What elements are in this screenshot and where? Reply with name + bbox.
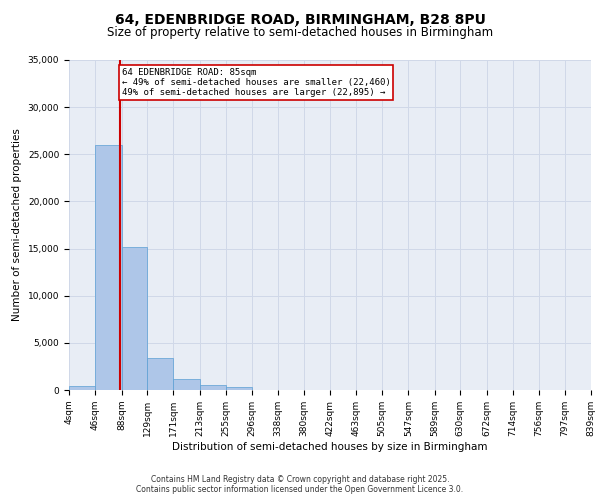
Text: 64, EDENBRIDGE ROAD, BIRMINGHAM, B28 8PU: 64, EDENBRIDGE ROAD, BIRMINGHAM, B28 8PU [115,12,485,26]
Bar [147,358,173,390]
Text: Size of property relative to semi-detached houses in Birmingham: Size of property relative to semi-detach… [107,26,493,39]
Bar [69,386,95,390]
Y-axis label: Number of semi-detached properties: Number of semi-detached properties [12,128,22,322]
Text: 64 EDENBRIDGE ROAD: 85sqm
← 49% of semi-detached houses are smaller (22,460)
49%: 64 EDENBRIDGE ROAD: 85sqm ← 49% of semi-… [122,68,390,98]
Bar [173,378,200,390]
X-axis label: Distribution of semi-detached houses by size in Birmingham: Distribution of semi-detached houses by … [172,442,488,452]
Bar [226,387,251,390]
Text: Contains HM Land Registry data © Crown copyright and database right 2025.: Contains HM Land Registry data © Crown c… [151,475,449,484]
Text: Contains public sector information licensed under the Open Government Licence 3.: Contains public sector information licen… [136,485,464,494]
Bar [122,246,147,390]
Bar [200,386,226,390]
Bar [95,145,122,390]
